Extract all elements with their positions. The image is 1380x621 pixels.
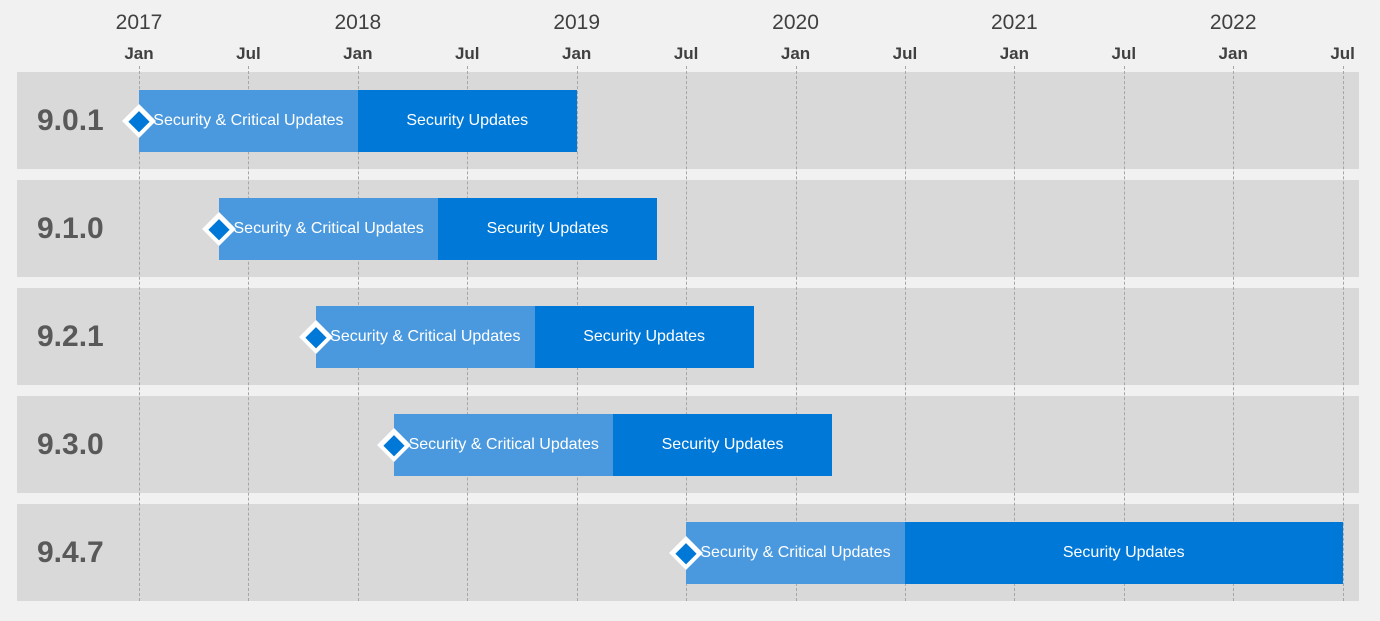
phase-label: Security & Critical Updates <box>408 436 599 453</box>
phase-bar-security-critical-updates: Security & Critical Updates <box>139 90 358 152</box>
phase-label: Security & Critical Updates <box>330 328 521 345</box>
diamond-fill <box>675 542 697 564</box>
axis-month-label: Jul <box>1111 44 1137 63</box>
release-diamond-icon <box>668 535 704 571</box>
release-diamond-icon <box>376 427 412 463</box>
phase-label: Security Updates <box>486 220 609 237</box>
gridline <box>1123 66 1125 601</box>
diamond-fill <box>208 218 230 240</box>
diamond-border <box>122 104 156 138</box>
phase-label: Security Updates <box>1062 544 1185 561</box>
phase-label: Security & Critical Updates <box>233 220 424 237</box>
gridline <box>1014 66 1016 601</box>
phase-label: Security Updates <box>661 436 784 453</box>
version-label: 9.3.0 <box>37 427 104 461</box>
gridline <box>1342 66 1344 601</box>
axis-year-label: 2019 <box>553 11 601 34</box>
version-label: 9.1.0 <box>37 211 104 245</box>
axis-month-label: Jul <box>236 44 261 63</box>
axis-month-label: Jan <box>999 44 1030 63</box>
gridline <box>248 66 250 601</box>
diamond-border <box>298 320 333 354</box>
release-diamond-icon <box>298 319 334 355</box>
phase-bar-security-critical-updates: Security & Critical Updates <box>315 306 535 368</box>
axis-month-label: Jul <box>673 44 699 63</box>
gridline <box>1233 66 1235 601</box>
axis-month-label: Jan <box>780 44 811 63</box>
diamond-border <box>669 536 704 570</box>
release-diamond-icon <box>201 211 237 247</box>
diamond-border <box>377 428 412 462</box>
phase-bar-security-updates: Security Updates <box>438 198 657 260</box>
axis-month-label: Jul <box>454 44 480 63</box>
axis-month-label: Jan <box>343 44 373 63</box>
axis-year-label: 2017 <box>115 11 163 34</box>
phase-bar-security-critical-updates: Security & Critical Updates <box>394 414 614 476</box>
phase-label: Security & Critical Updates <box>700 544 891 561</box>
axis-month-label: Jul <box>1330 44 1355 63</box>
axis-year-label: 2022 <box>1209 11 1257 34</box>
axis-month-label: Jan <box>124 44 154 63</box>
phase-bar-security-updates: Security Updates <box>904 522 1343 584</box>
phase-bar-security-critical-updates: Security & Critical Updates <box>686 522 905 584</box>
release-diamond-icon <box>121 103 157 139</box>
phase-bar-security-updates: Security Updates <box>534 306 754 368</box>
axis-year-label: 2021 <box>991 11 1038 34</box>
version-label: 9.2.1 <box>37 319 104 353</box>
axis-month-label: Jan <box>1218 44 1248 63</box>
diamond-fill <box>383 434 405 456</box>
version-label: 9.4.7 <box>37 535 104 569</box>
phase-label: Security Updates <box>583 328 706 345</box>
phase-bar-security-updates: Security Updates <box>613 414 832 476</box>
gridline <box>904 66 906 601</box>
diamond-fill <box>128 110 150 132</box>
phase-label: Security & Critical Updates <box>153 112 344 129</box>
axis-year-label: 2018 <box>334 11 382 34</box>
axis-month-label: Jan <box>562 44 592 63</box>
phase-bar-security-updates: Security Updates <box>357 90 577 152</box>
version-label: 9.0.1 <box>37 103 104 137</box>
phase-label: Security Updates <box>406 112 529 129</box>
diamond-border <box>202 212 237 246</box>
gridline <box>139 66 140 601</box>
phase-bar-security-critical-updates: Security & Critical Updates <box>219 198 439 260</box>
axis-year-label: 2020 <box>772 11 819 34</box>
axis-month-label: Jul <box>892 44 918 63</box>
diamond-fill <box>305 326 327 348</box>
gridline <box>795 66 797 601</box>
